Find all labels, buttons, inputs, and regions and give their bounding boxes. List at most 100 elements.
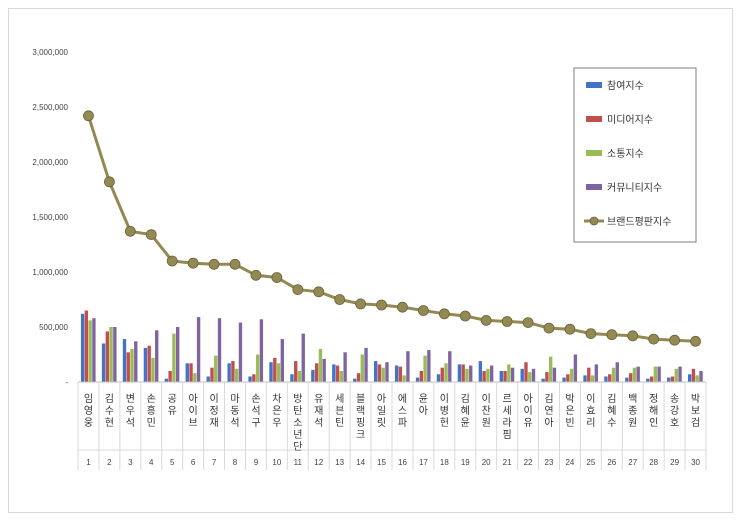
rank-label: 21 [503, 458, 512, 467]
bar-미디어지수 [294, 361, 298, 382]
bar-커뮤니티지수 [113, 327, 117, 382]
point-브랜드평판지수 [208, 258, 220, 270]
rank-label: 20 [482, 458, 491, 467]
rank-label: 6 [191, 458, 196, 467]
bar-커뮤니티지수 [134, 341, 138, 382]
bar-참여지수 [394, 365, 399, 382]
rank-label: 23 [545, 458, 554, 467]
bar-커뮤니티지수 [448, 351, 452, 382]
bar-소통지수 [151, 357, 155, 382]
bar-커뮤니티지수 [573, 354, 578, 382]
bar-소통지수 [339, 371, 344, 382]
bar-미디어지수 [189, 363, 193, 382]
bar-소통지수 [444, 363, 448, 382]
bar-커뮤니티지수 [657, 366, 661, 382]
bar-소통지수 [318, 349, 323, 382]
y-tick-label: 2,000,000 [32, 158, 68, 167]
bar-미디어지수 [670, 376, 675, 382]
legend-label: 커뮤니티지수 [607, 182, 662, 194]
rank-label: 15 [377, 458, 386, 467]
bar-참여지수 [436, 374, 441, 382]
bar-참여지수 [206, 376, 210, 382]
bar-커뮤니티지수 [343, 352, 347, 382]
rank-label: 11 [294, 458, 303, 467]
bar-참여지수 [353, 378, 357, 382]
bar-참여지수 [667, 377, 671, 382]
y-tick-label: 500,000 [39, 323, 68, 332]
bar-소통지수 [507, 364, 511, 382]
legend-swatch-커뮤니티지수 [586, 184, 602, 190]
bar-소통지수 [130, 349, 134, 382]
bar-소통지수 [235, 368, 239, 382]
bar-참여지수 [269, 362, 273, 382]
y-tick-label: 2,500,000 [32, 103, 68, 112]
point-브랜드평판지수 [648, 333, 660, 345]
bar-미디어지수 [231, 361, 235, 382]
rank-label: 27 [628, 458, 637, 467]
bar-소통지수 [465, 368, 469, 382]
bar-참여지수 [101, 343, 106, 382]
bar-참여지수 [478, 361, 483, 382]
bar-커뮤니티지수 [364, 347, 368, 382]
bar-참여지수 [625, 377, 629, 382]
bar-참여지수 [227, 363, 231, 382]
line-series [83, 110, 701, 347]
bar-series [80, 310, 703, 382]
bar-미디어지수 [461, 364, 465, 382]
point-브랜드평판지수 [459, 310, 471, 322]
point-브랜드평판지수 [438, 308, 450, 320]
rank-label: 4 [149, 458, 154, 467]
point-브랜드평판지수 [397, 301, 408, 313]
bar-소통지수 [297, 371, 302, 382]
point-브랜드평판지수 [543, 322, 555, 334]
bar-참여지수 [415, 377, 420, 382]
bar-소통지수 [590, 375, 595, 382]
y-axis: - 500,000 1,000,000 1,500,000 2,000,000 2,500… [32, 48, 68, 387]
bar-미디어지수 [273, 357, 277, 382]
bar-소통지수 [423, 355, 427, 382]
point-브랜드평판지수 [480, 314, 492, 326]
bar-미디어지수 [419, 371, 423, 382]
rank-label: 29 [670, 458, 679, 467]
bar-커뮤니티지수 [196, 317, 201, 382]
point-브랜드평판지수 [669, 334, 680, 346]
point-브랜드평판지수 [187, 257, 199, 269]
bar-커뮤니티지수 [280, 339, 285, 382]
x-axis: 임 영 웅 1 김 수 현 2 변 우 석 3 손 흥 민 4 공 유 5 아 이 브 6 이 정 재 7 마 동 석 8 손 석 구 9 차 은 우 10… [77, 381, 707, 470]
chart-frame [8, 8, 733, 513]
bar-미디어지수 [126, 352, 130, 382]
bar-소통지수 [549, 356, 553, 382]
rank-label: 26 [607, 458, 616, 467]
bar-커뮤니티지수 [427, 350, 431, 382]
bar-커뮤니티지수 [510, 367, 515, 382]
bar-소통지수 [674, 368, 678, 382]
point-브랜드평판지수 [522, 317, 534, 329]
rank-label: 16 [398, 458, 407, 467]
bar-참여지수 [311, 369, 315, 382]
rank-label: 9 [254, 458, 259, 467]
bar-참여지수 [499, 371, 503, 382]
point-브랜드평판지수 [585, 328, 597, 340]
rank-label: 14 [356, 458, 365, 467]
bar-미디어지수 [503, 371, 507, 382]
bar-참여지수 [562, 377, 566, 382]
bar-커뮤니티지수 [322, 358, 326, 382]
bar-소통지수 [402, 375, 406, 382]
point-브랜드평판지수 [292, 284, 304, 296]
bar-미디어지수 [377, 364, 382, 382]
bar-미디어지수 [335, 365, 340, 382]
rank-label: 24 [565, 458, 574, 467]
